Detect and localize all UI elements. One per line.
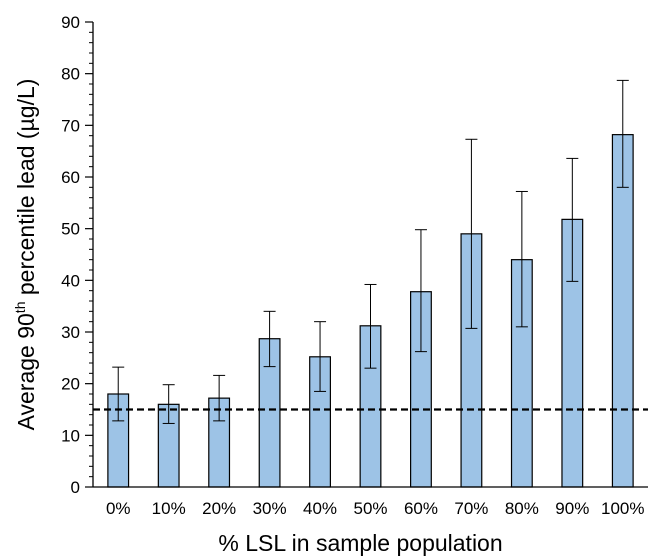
x-tick-label: 30% — [253, 499, 287, 518]
y-tick-label: 30 — [61, 323, 80, 342]
y-minor-ticks — [89, 31, 93, 478]
y-tick-label: 50 — [61, 220, 80, 239]
x-tick-label: 70% — [454, 499, 488, 518]
x-tick-label: 20% — [202, 499, 236, 518]
y-tick-label: 40 — [61, 271, 80, 290]
error-bars — [112, 79, 629, 424]
y-major-ticks — [85, 21, 93, 488]
y-axis-title-superscript: th — [12, 302, 28, 314]
x-tick-label: 60% — [404, 499, 438, 518]
y-axis-title-suffix: percentile lead (µg/L) — [13, 79, 39, 302]
bars — [107, 134, 634, 488]
x-tick-label: 40% — [303, 499, 337, 518]
x-tick-label: 10% — [152, 499, 186, 518]
x-tick-labels: 0% 10% 20% 30% 40% 50% 60% 70% 80% 90% 100% — [106, 499, 645, 518]
y-tick-label: 10 — [61, 426, 80, 445]
x-axis-title: % LSL in sample population — [218, 530, 502, 556]
y-axis-title: Average 90th percentile lead (µg/L) — [12, 79, 39, 431]
y-tick-labels: 0 10 20 30 40 50 60 70 80 90 — [61, 13, 80, 497]
x-tick-label: 100% — [601, 499, 644, 518]
x-tick-label: 50% — [353, 499, 387, 518]
y-tick-label: 60 — [61, 168, 80, 187]
y-tick-label: 90 — [61, 13, 80, 32]
y-tick-label: 70 — [61, 116, 80, 135]
y-tick-label: 20 — [61, 375, 80, 394]
y-tick-label: 80 — [61, 65, 80, 84]
x-tick-label: 90% — [555, 499, 589, 518]
y-tick-label: 0 — [71, 478, 80, 497]
x-tick-label: 0% — [106, 499, 131, 518]
y-axis-title-prefix: Average 90 — [13, 313, 39, 430]
x-tick-label: 80% — [505, 499, 539, 518]
